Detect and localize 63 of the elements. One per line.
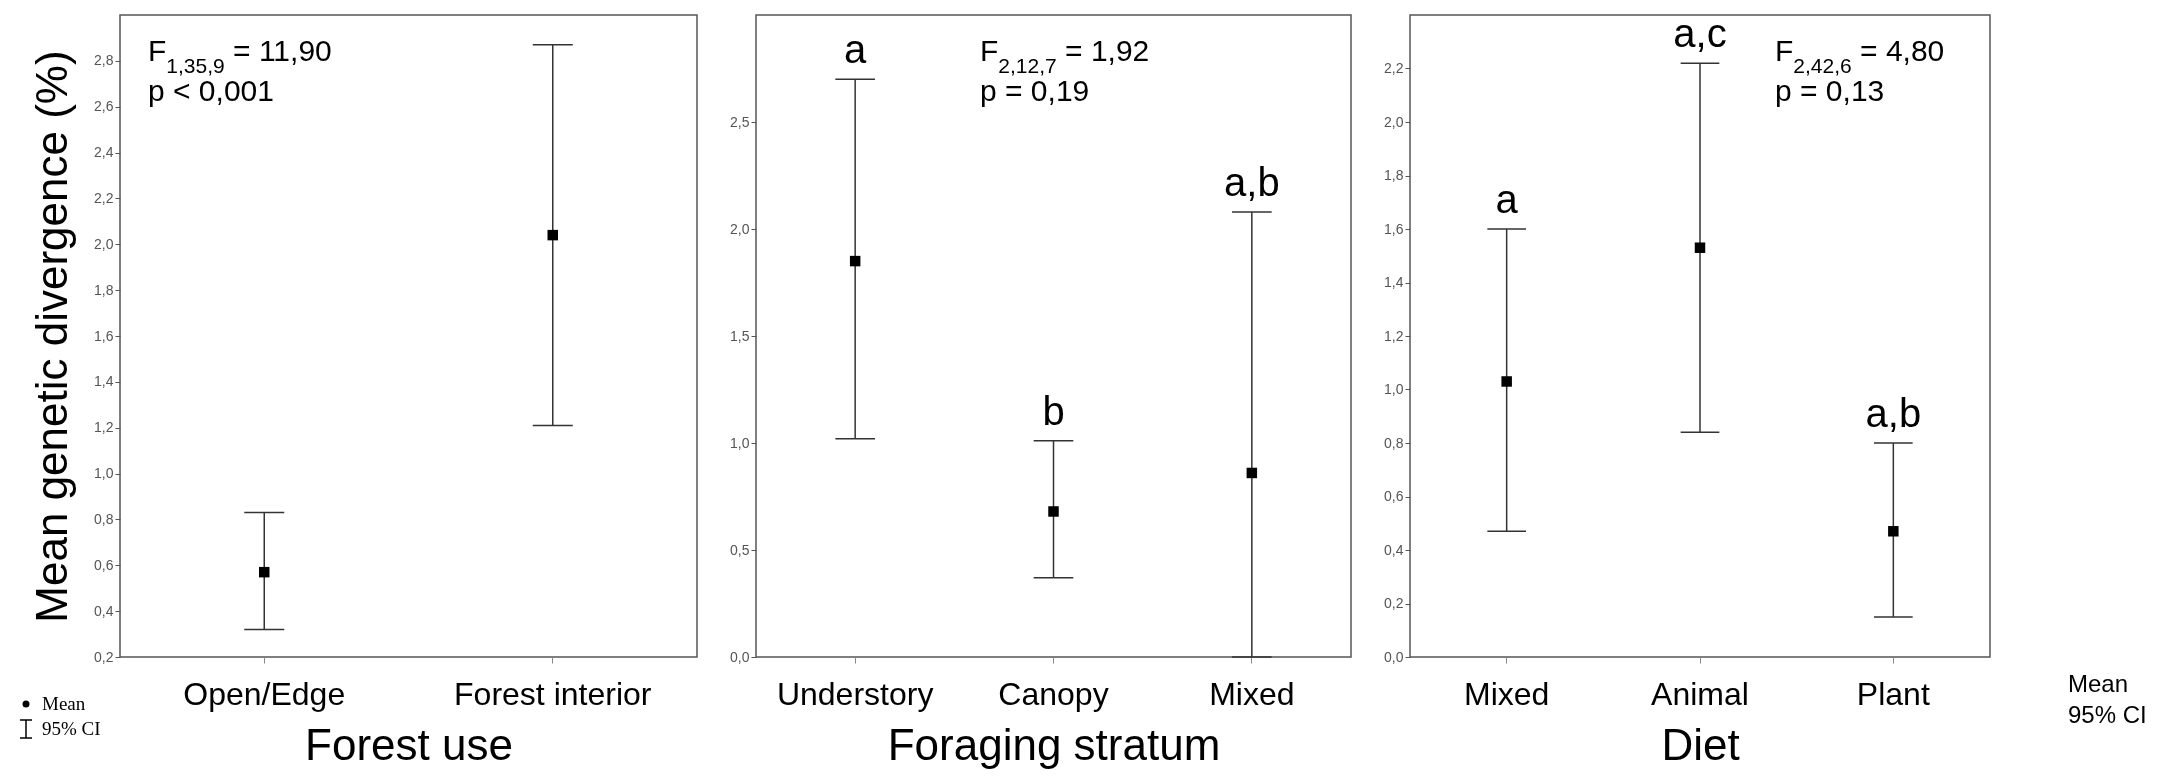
- point: [1246, 467, 1258, 479]
- y-tick-label: 1,5: [730, 327, 750, 344]
- point: [1888, 526, 1899, 537]
- annotation: a: [1495, 177, 1519, 221]
- y-tick-label: 1,0: [1384, 381, 1404, 397]
- text: 95% CI: [2068, 700, 2147, 731]
- y-tick-label: 0,2: [1384, 595, 1404, 611]
- y-tick-label: 2,5: [730, 113, 750, 130]
- y-tick-label: 1,6: [1384, 220, 1404, 237]
- annotation: F$_{2,12,7}$ = 1,92: [980, 34, 1150, 77]
- y-tick-label: 1,0: [730, 434, 750, 451]
- y-tick-label: 1,2: [1384, 327, 1404, 344]
- point: [1501, 376, 1512, 387]
- y-tick-label: 1,8: [1384, 167, 1404, 183]
- y-tick-label: 0,6: [1384, 488, 1404, 504]
- x-tick-label: Plant: [1856, 675, 1930, 712]
- y-tick-label: 1,0: [94, 465, 114, 482]
- x-tick-label: Mixed: [1463, 675, 1550, 712]
- y-tick-label: 0,0: [1384, 648, 1404, 665]
- annotation: a,b: [1865, 391, 1922, 435]
- y-tick-label: 1,8: [94, 281, 114, 298]
- x-axis-title: Forest use: [305, 719, 513, 769]
- x-tick-label: Open/Edge: [183, 675, 346, 712]
- annotation: a: [844, 27, 868, 72]
- y-tick-label: 0,8: [94, 510, 114, 527]
- annotation: a,b: [1224, 159, 1280, 204]
- x-tick-label: Animal: [1651, 675, 1749, 712]
- y-tick-label: 0,2: [94, 648, 114, 665]
- annotation: F$_{1,35,9}$ = 11,90: [148, 34, 332, 77]
- y-tick-label: 1,4: [94, 373, 114, 390]
- x-tick-label: Mixed: [1209, 675, 1295, 712]
- x-axis-title: Diet: [1661, 719, 1740, 769]
- point: [849, 255, 861, 267]
- x-tick-label: Understory: [776, 675, 934, 712]
- y-tick-label: 1,4: [1384, 274, 1404, 290]
- y-tick-label: 2,0: [94, 235, 114, 252]
- y-tick-label: 0,8: [1384, 434, 1404, 451]
- y-tick-label: 2,0: [1384, 113, 1404, 130]
- y-tick-label: 0,6: [94, 556, 114, 573]
- annotation: a,c: [1673, 11, 1727, 56]
- y-tick-label: 1,6: [94, 327, 114, 344]
- y-tick-label: 2,6: [94, 98, 114, 115]
- point: [1048, 506, 1059, 517]
- annotation: b: [1042, 388, 1065, 433]
- text: Mean: [2068, 669, 2129, 699]
- y-tick-label: 2,2: [1384, 60, 1404, 76]
- text: 95% CI: [42, 716, 101, 741]
- y-tick-label: 2,0: [730, 220, 750, 237]
- point: [1694, 242, 1706, 253]
- annotation: F$_{2,42,6}$ = 4,80: [1775, 34, 1945, 77]
- y-tick-label: 1,2: [94, 419, 114, 436]
- y-tick-label: 2,8: [94, 52, 114, 69]
- x-axis-title: Foraging stratum: [887, 719, 1221, 769]
- y-tick-label: 2,4: [94, 144, 114, 161]
- y-tick-label: 0,4: [1384, 541, 1404, 558]
- text: Mean: [42, 692, 86, 716]
- x-tick-label: Forest interior: [454, 675, 652, 712]
- y-tick-label: 2,2: [94, 189, 114, 206]
- y-tick-label: 0,4: [94, 602, 114, 619]
- x-tick-label: Canopy: [998, 675, 1109, 712]
- y-axis-title: Mean genetic divergence (%): [27, 50, 77, 623]
- y-tick-label: 0,0: [730, 648, 750, 665]
- y-tick-label: 0,5: [730, 541, 750, 558]
